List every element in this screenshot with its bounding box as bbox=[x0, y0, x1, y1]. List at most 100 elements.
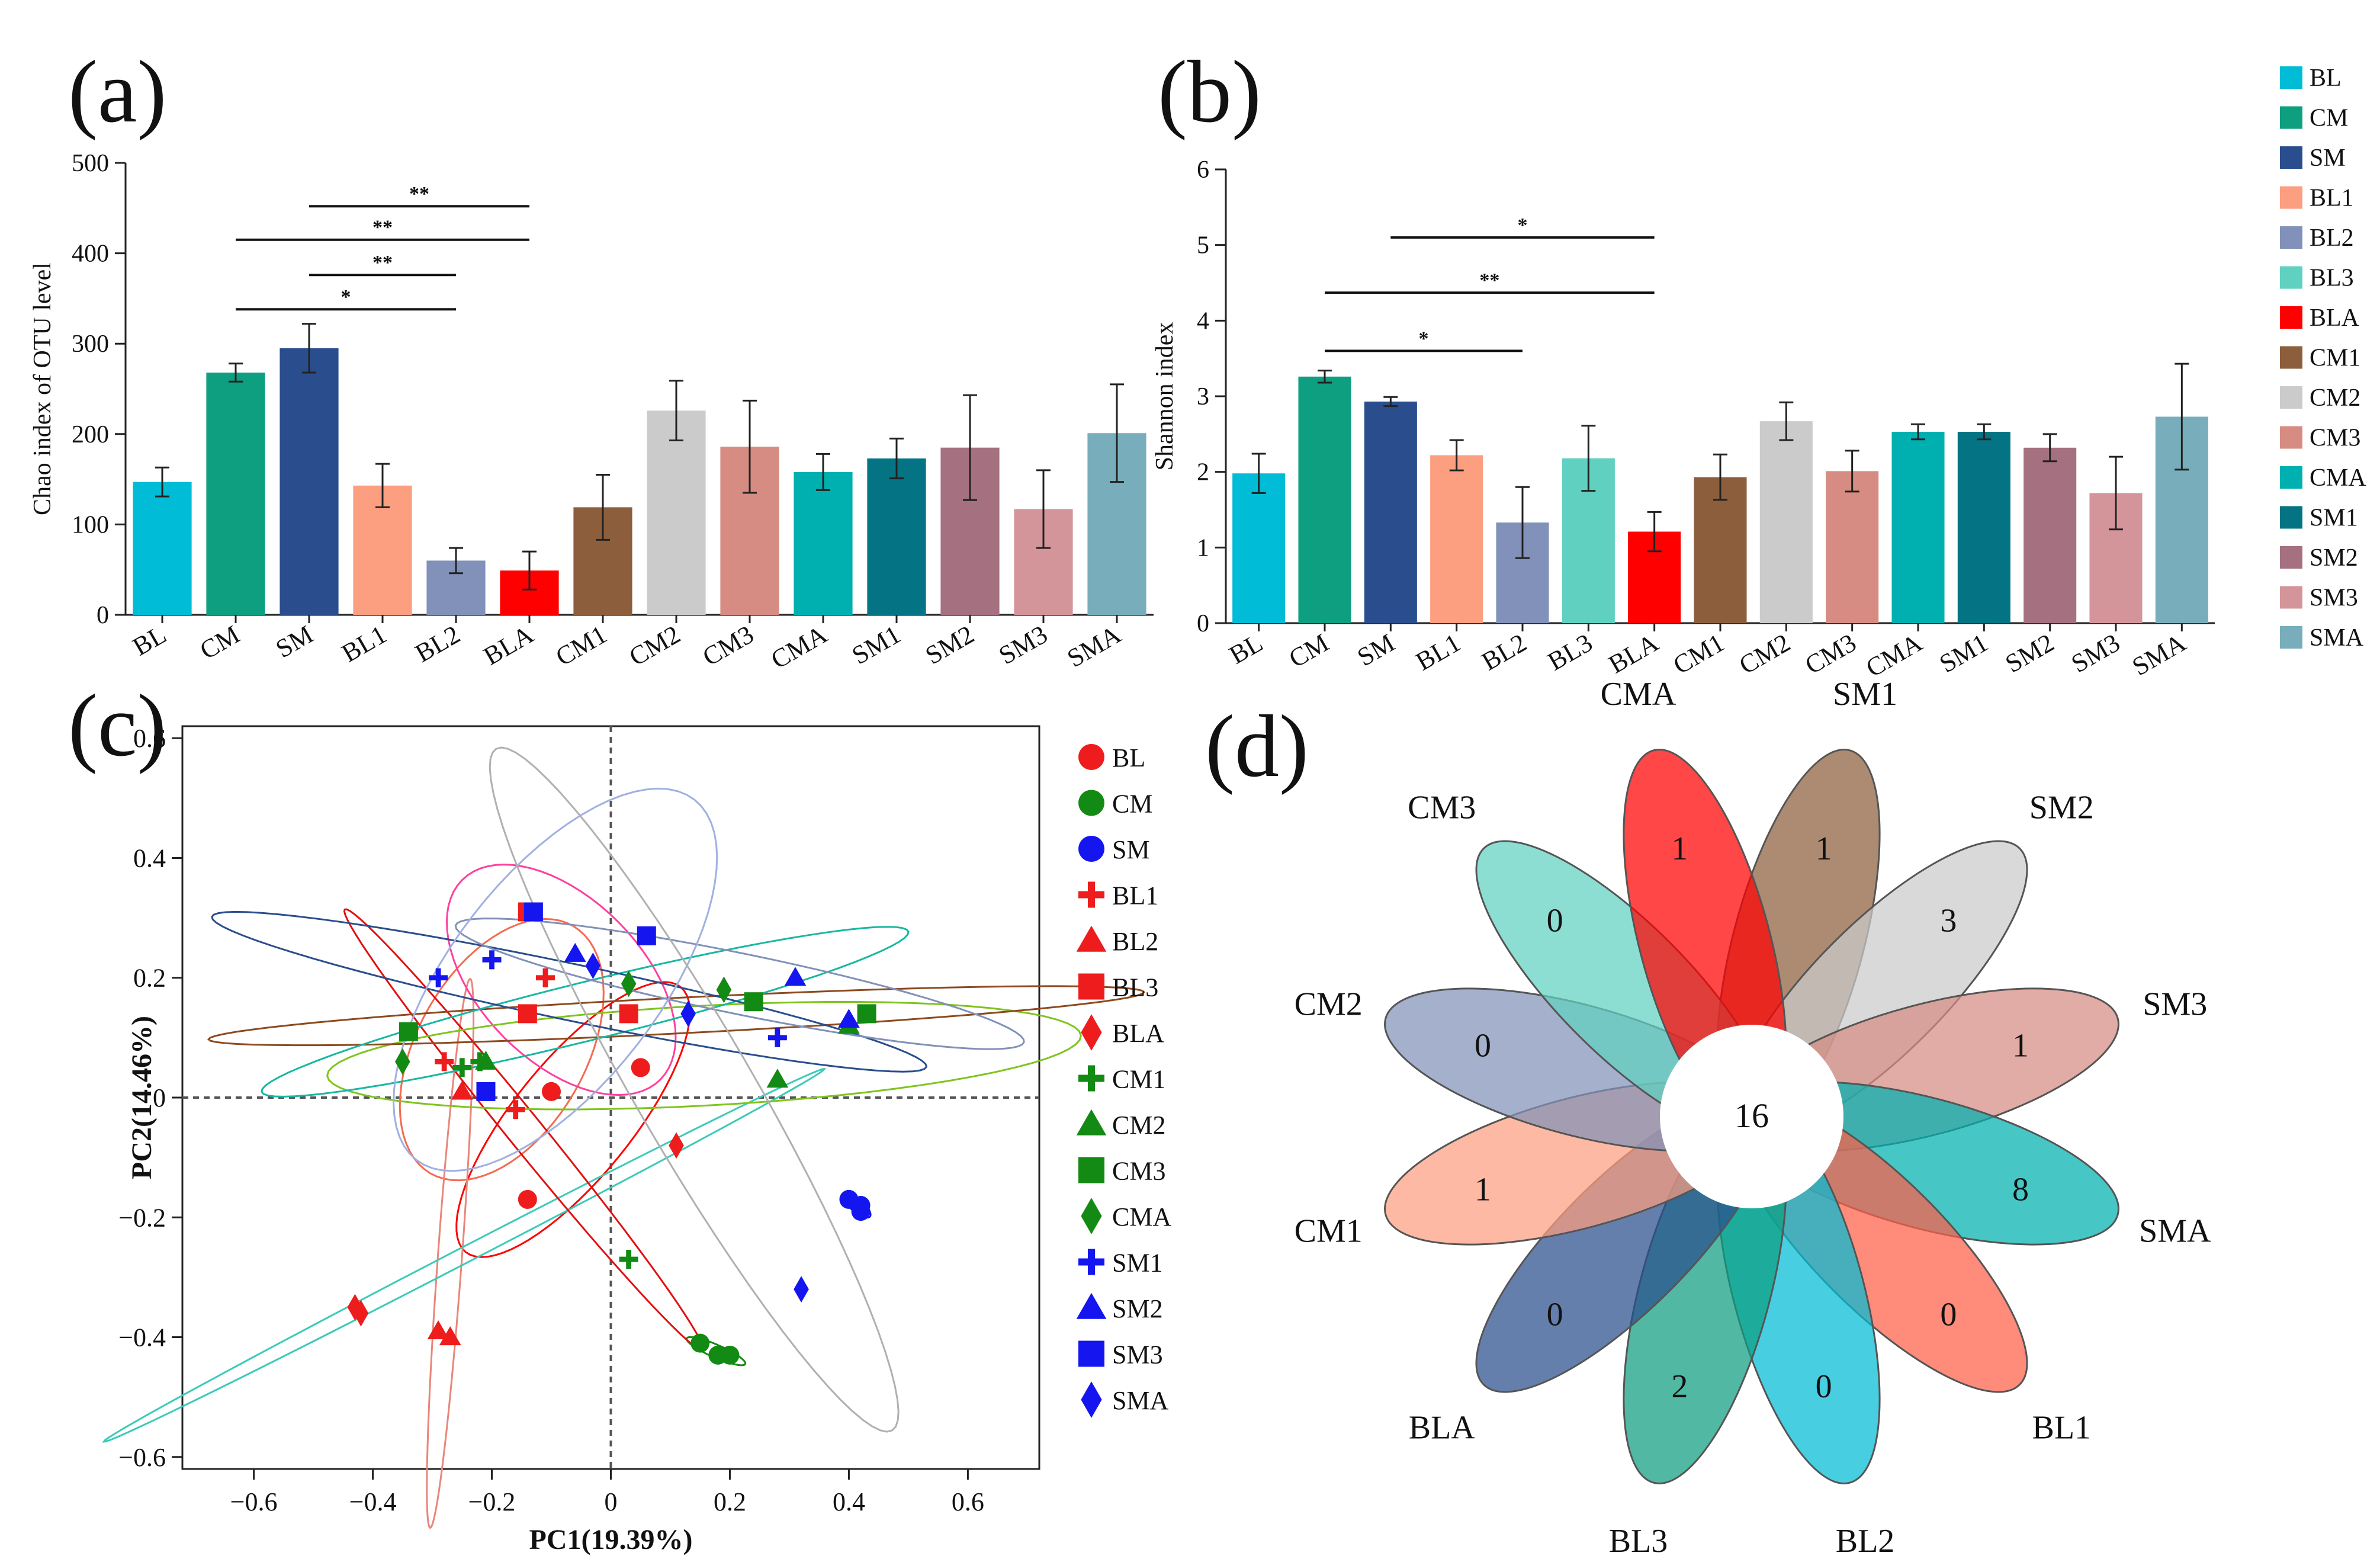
legend-marker-BL bbox=[1078, 744, 1104, 770]
x-tick-label: 0.6 bbox=[952, 1487, 984, 1516]
significance-label: * bbox=[1518, 214, 1528, 236]
x-tick-label-CMA: CMA bbox=[1861, 628, 1928, 683]
bar-SM2 bbox=[2024, 447, 2077, 623]
x-tick-label-BL2: BL2 bbox=[410, 620, 465, 668]
legend-swatch-BL3 bbox=[2280, 266, 2302, 289]
significance-label: ** bbox=[372, 217, 393, 239]
y-tick-label: 0 bbox=[153, 1083, 166, 1112]
x-tick-label-SM2: SM2 bbox=[2000, 628, 2059, 678]
point-BL bbox=[542, 1082, 561, 1101]
point-BL2 bbox=[439, 1326, 461, 1346]
x-axis-label: PC1(19.39%) bbox=[529, 1524, 693, 1555]
x-tick-label-CM: CM bbox=[1284, 628, 1334, 673]
legend-swatch-SM2 bbox=[2280, 546, 2302, 569]
ellipse-SM3 bbox=[393, 787, 718, 1172]
point-SM3 bbox=[476, 1082, 496, 1101]
ellipse-CM1 bbox=[343, 908, 704, 1351]
bar-BL1 bbox=[1430, 455, 1483, 623]
point-SM1 bbox=[429, 968, 448, 987]
ellipse-BLA bbox=[102, 1067, 827, 1443]
legend-label-BL1: BL1 bbox=[2310, 185, 2354, 212]
point-BLA bbox=[669, 1132, 684, 1159]
legend-swatch-CMA bbox=[2280, 466, 2302, 489]
unique-count-SM2: 3 bbox=[1940, 903, 1957, 939]
point-SM3 bbox=[637, 926, 656, 945]
point-BL3 bbox=[619, 1004, 638, 1024]
legend-swatch-CM3 bbox=[2280, 426, 2302, 449]
point-BL1 bbox=[535, 968, 555, 987]
x-tick-label: 0 bbox=[605, 1487, 618, 1516]
point-SM3 bbox=[523, 902, 543, 922]
legend-marker-SM2 bbox=[1076, 1292, 1107, 1319]
legend-label-CM: CM bbox=[1112, 790, 1152, 819]
bar-CM bbox=[206, 373, 265, 615]
petal-label-SM3: SM3 bbox=[2143, 986, 2207, 1022]
unique-count-SM3: 1 bbox=[2012, 1027, 2029, 1064]
legend-label-BL1: BL1 bbox=[1112, 881, 1158, 910]
x-tick-label-CM: CM bbox=[195, 620, 245, 665]
x-tick-label-CM1: CM1 bbox=[1668, 628, 1729, 680]
unique-count-CM1: 1 bbox=[1475, 1172, 1491, 1208]
bar-CMA bbox=[794, 471, 853, 615]
x-tick-label-BL1: BL1 bbox=[337, 620, 391, 668]
y-axis-label: Chao index of OTU level bbox=[29, 262, 56, 515]
petal-label-BL1: BL1 bbox=[2032, 1409, 2091, 1446]
y-tick-label: 500 bbox=[72, 150, 109, 177]
bar-CM1 bbox=[1694, 477, 1747, 623]
legend-label-BL2: BL2 bbox=[1112, 927, 1158, 956]
y-tick-label: −0.6 bbox=[118, 1443, 166, 1472]
unique-count-BL2: 0 bbox=[1816, 1368, 1832, 1405]
legend-label-SM1: SM1 bbox=[2310, 505, 2358, 532]
unique-count-CM3: 0 bbox=[1547, 903, 1563, 939]
point-BL bbox=[518, 1189, 537, 1209]
x-tick-label: −0.4 bbox=[349, 1487, 397, 1516]
legend-swatch-CM1 bbox=[2280, 346, 2302, 369]
legend-swatch-SM1 bbox=[2280, 506, 2302, 529]
x-tick-label-CM2: CM2 bbox=[1734, 628, 1795, 680]
point-CM2 bbox=[766, 1069, 789, 1088]
legend-c: BL CM SM BL1 BL2 BL3 BLA CM1 CM2 CM3 CMA SM1 SM2 SM3 S… bbox=[1076, 743, 1171, 1418]
point-CM1 bbox=[452, 1058, 472, 1077]
x-tick-label-SMA: SMA bbox=[1062, 620, 1126, 673]
point-CMA bbox=[621, 970, 637, 997]
y-tick-label: 0 bbox=[1197, 610, 1209, 637]
point-CMA bbox=[394, 1048, 410, 1075]
legend-marker-BL2 bbox=[1076, 925, 1107, 952]
y-tick-label: 2 bbox=[1197, 459, 1209, 486]
point-SM1 bbox=[482, 950, 502, 970]
legend-label-CMA: CMA bbox=[2310, 464, 2366, 492]
point-BL bbox=[631, 1058, 650, 1077]
core-circle bbox=[1660, 1025, 1843, 1208]
unique-count-CMA: 1 bbox=[1671, 830, 1688, 867]
point-BLA bbox=[353, 1300, 369, 1327]
significance-label: ** bbox=[372, 252, 393, 274]
x-tick-label-BL1: BL1 bbox=[1411, 628, 1465, 676]
legend-label-CM3: CM3 bbox=[2310, 425, 2360, 452]
legend-marker-BLA bbox=[1081, 1014, 1102, 1051]
point-BL1 bbox=[506, 1100, 525, 1119]
y-tick-label: 0 bbox=[97, 602, 109, 629]
significance-label: * bbox=[1419, 328, 1429, 349]
legend-label-CM1: CM1 bbox=[1112, 1065, 1165, 1094]
panel-label-a: (a) bbox=[68, 43, 166, 141]
ellipse-SMA bbox=[489, 746, 900, 1433]
point-SM2 bbox=[838, 1009, 860, 1028]
point-SMA bbox=[680, 1000, 696, 1027]
point-BL1 bbox=[435, 1052, 454, 1072]
bar-SM1 bbox=[867, 458, 926, 615]
x-tick-label: 0.2 bbox=[714, 1487, 746, 1516]
unique-count-CM2: 0 bbox=[1475, 1027, 1491, 1064]
legend-b: BL CM SM BL1 BL2 BL3 BLA CM1 CM2 CM3 CMA SM1 SM2 SM3 S… bbox=[2280, 65, 2366, 652]
legend-marker-BL1 bbox=[1078, 881, 1104, 908]
legend-label-BL: BL bbox=[2310, 65, 2342, 92]
legend-marker-CM1 bbox=[1078, 1065, 1104, 1092]
bar-BL bbox=[133, 482, 192, 615]
panel-label-b: (b) bbox=[1158, 43, 1261, 141]
y-tick-label: 0.6 bbox=[133, 724, 166, 753]
legend-label-BL3: BL3 bbox=[1112, 973, 1158, 1002]
legend-marker-SM bbox=[1078, 836, 1104, 862]
legend-label-SM1: SM1 bbox=[1112, 1249, 1163, 1278]
y-tick-label: 100 bbox=[72, 511, 109, 538]
legend-swatch-BL2 bbox=[2280, 226, 2302, 249]
